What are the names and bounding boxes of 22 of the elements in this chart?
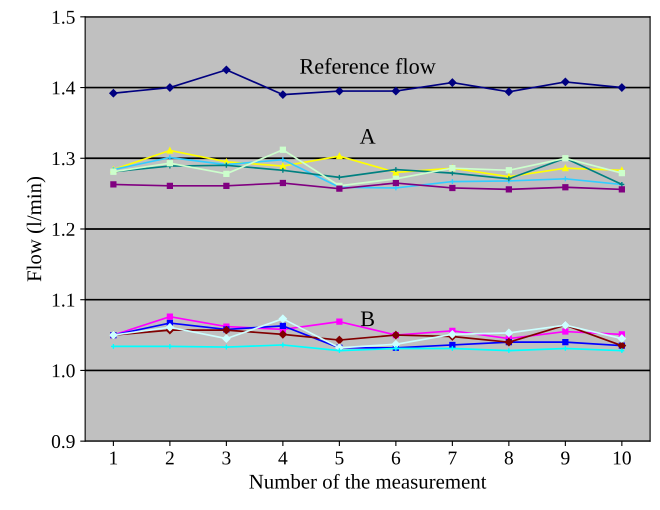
- y-tick-label: 1.0: [52, 364, 75, 378]
- annotation: B: [360, 312, 374, 326]
- annotation: Reference flow: [300, 58, 436, 74]
- x-tick-label: 8: [504, 451, 513, 465]
- x-tick-label: 6: [392, 451, 400, 465]
- y-tick-label: 1.1: [52, 294, 74, 307]
- x-tick-label: 4: [278, 452, 288, 464]
- x-tick-label: 9: [561, 451, 570, 465]
- x-tick-label: 5: [336, 452, 344, 465]
- x-tick-label: 2: [166, 451, 174, 464]
- y-tick-label: 0.9: [52, 434, 75, 448]
- y-tick-label: 1.2: [52, 222, 74, 236]
- x-tick-label: 10: [614, 451, 631, 465]
- x-tick-label: 3: [222, 451, 230, 465]
- y-tick-label: 1.3: [52, 152, 75, 166]
- x-axis-title: Number of the measurement: [249, 474, 486, 489]
- annotation: A: [360, 128, 376, 144]
- x-tick-label: 1: [110, 452, 118, 464]
- y-axis-title: Flow (l/min): [26, 176, 46, 282]
- y-tick-label: 1.4: [52, 81, 76, 95]
- y-tick-label: 1.5: [52, 10, 75, 24]
- x-tick-label: 7: [448, 452, 457, 464]
